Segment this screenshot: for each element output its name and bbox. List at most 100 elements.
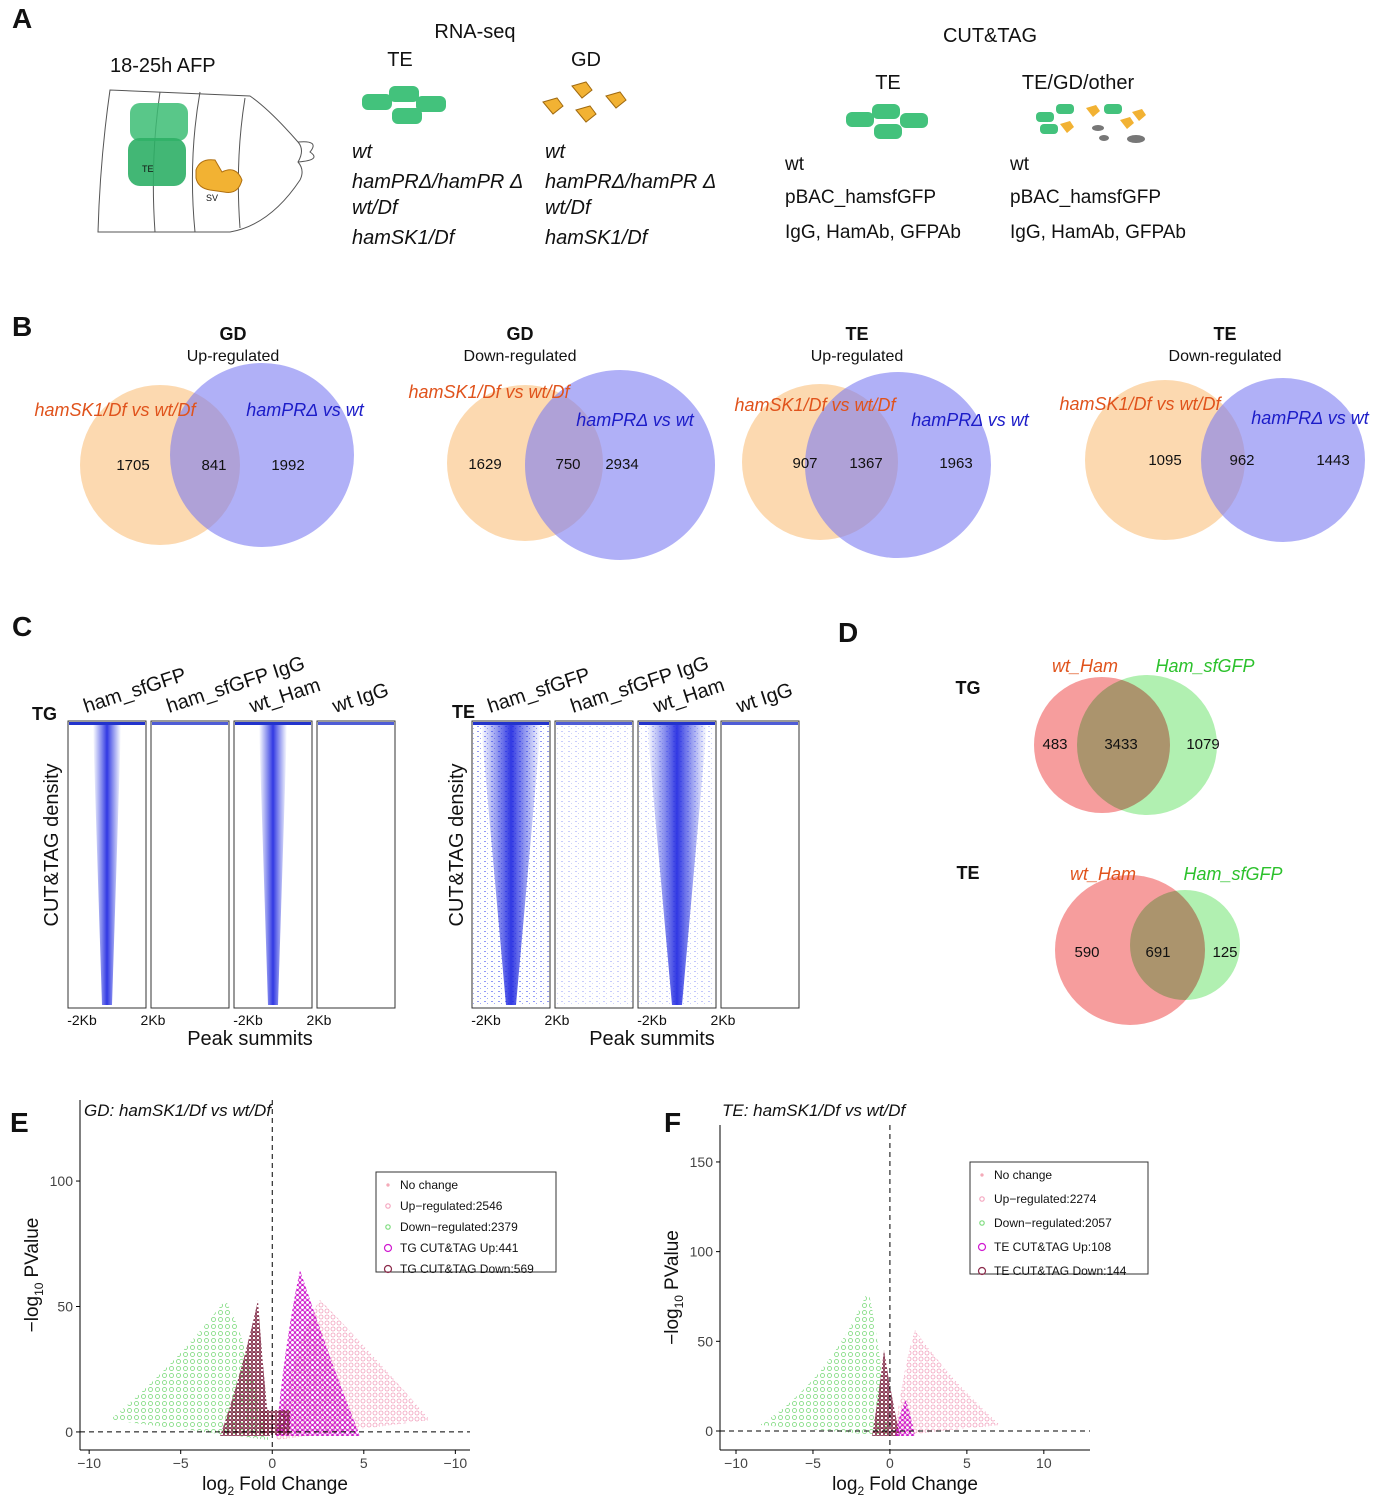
genotype: wt/Df	[545, 197, 593, 219]
venn-count: 483	[1042, 736, 1067, 753]
rnaseq-gd-genotypes: wt hamPRΔ/hamPR Δ wt/Df hamSK1/Df	[545, 141, 716, 249]
x-tick-label: −10	[724, 1455, 748, 1471]
venn: TE Down-regulated hamSK1/Df vs wt/Df hamPRΔ…	[1059, 324, 1370, 542]
venn-count: 1079	[1186, 736, 1219, 753]
heatmap-speckle	[556, 725, 632, 1006]
venn-circle	[1077, 675, 1217, 815]
venn: GD Down-regulated hamSK1/Df vs wt/DfhamPRΔ…	[408, 324, 715, 560]
label-part: log	[202, 1474, 227, 1495]
venn-title: GD	[507, 324, 534, 344]
y-tick-label: 0	[705, 1423, 713, 1439]
label-part: −log	[662, 1308, 683, 1344]
legend-symbol	[383, 1264, 393, 1274]
venn-count: 2934	[605, 456, 638, 473]
legend-box	[375, 1171, 557, 1273]
venn-count: 841	[201, 457, 226, 474]
x-tick-label: 5	[963, 1455, 971, 1471]
genotype: hamSK1/Df	[545, 227, 650, 249]
set-name: hamSK1/Df vs wt/Df	[734, 395, 897, 415]
panel-a: A 18-25h AFP TE SV RNA-seq TE GD wt hamP…	[12, 3, 1186, 249]
set-name: hamPRΔ vs wt	[1251, 408, 1369, 428]
x-tick-label: −10	[443, 1455, 467, 1471]
venn-count: 1367	[849, 455, 882, 472]
label-part: PValue	[22, 1218, 43, 1278]
venn-circle	[1201, 378, 1365, 542]
cuttag-mix: TE/GD/other	[1022, 72, 1135, 94]
legend-label: No change	[994, 1168, 1052, 1182]
y-tick-label: 150	[690, 1154, 714, 1170]
venn-circle	[805, 372, 991, 558]
y-axis-label: CUT&TAG density	[41, 764, 63, 927]
set-name: wt_Ham	[1052, 656, 1118, 676]
set-name: hamPRΔ vs wt	[576, 410, 694, 430]
venn-count: 1705	[116, 457, 149, 474]
venn-title: TE	[1213, 324, 1236, 344]
rnaseq-te-genotypes: wt hamPRΔ/hamPR Δ wt/Df hamSK1/Df	[352, 141, 523, 249]
gd-cells	[542, 81, 627, 123]
x-tick-label: -2Kb	[637, 1012, 667, 1028]
y-axis-label: CUT&TAG density	[446, 764, 468, 927]
venn-subtitle: Down-regulated	[1169, 348, 1282, 365]
legend-label: Up−regulated:2274	[994, 1192, 1097, 1206]
cuttag-line: pBAC_hamsfGFP	[1010, 187, 1161, 208]
cuttag-line: pBAC_hamsfGFP	[785, 187, 936, 208]
legend-label: No change	[400, 1178, 458, 1192]
y-tick-label: 50	[57, 1298, 73, 1314]
venn-count: 750	[555, 456, 580, 473]
venn-count: 1629	[468, 456, 501, 473]
plot-title: TE: hamSK1/Df vs wt/Df	[722, 1101, 908, 1120]
legend-symbol	[979, 1196, 985, 1202]
venn-subtitle: Up-regulated	[811, 348, 904, 365]
rnaseq-title: RNA-seq	[434, 21, 515, 43]
heatmap	[150, 720, 230, 1009]
x-axis-label: Peak summits	[187, 1028, 313, 1050]
genotype: hamPRΔ/hamPR Δ	[352, 171, 523, 193]
x-axis-label: Peak summits	[589, 1028, 715, 1050]
panel-label: D	[838, 617, 858, 648]
heatmap-top	[639, 722, 715, 725]
venn-count: 962	[1229, 452, 1254, 469]
panel-label: C	[12, 611, 32, 642]
venn-count: 590	[1074, 944, 1099, 961]
legend-label: TG CUT&TAG Up:441	[400, 1241, 519, 1255]
cuttag-line: IgG, HamAb, GFPAb	[1010, 222, 1186, 243]
heatmap-signal	[93, 725, 121, 1005]
label-part: 10	[672, 1295, 686, 1309]
te-mark: TE	[142, 164, 154, 174]
point-cloud	[110, 1270, 430, 1440]
cuttag-te-lines: wt pBAC_hamsfGFP IgG, HamAb, GFPAb	[784, 154, 961, 243]
set-name: Ham_sfGFP	[1155, 656, 1254, 676]
venn-circle	[525, 370, 715, 560]
legend-symbol	[383, 1243, 393, 1253]
panel-label: F	[664, 1107, 681, 1138]
label-part: PValue	[662, 1230, 683, 1290]
venn: TE wt_Ham Ham_sfGFP 590 691 125	[956, 863, 1283, 1025]
heatmap	[316, 720, 396, 1009]
cuttag-mix-lines: wt pBAC_hamsfGFP IgG, HamAb, GFPAb	[1009, 154, 1186, 243]
x-tick-label: 0	[268, 1455, 276, 1471]
set-name: wt_Ham	[1070, 864, 1136, 884]
label-part: 10	[32, 1282, 46, 1296]
genotype: wt	[352, 141, 373, 163]
panel-label: A	[12, 3, 32, 34]
heatmap-signal	[259, 725, 287, 1005]
volcano-plot: GD: hamSK1/Df vs wt/Df−10 −5 0 5 −10050100lo…	[22, 1100, 557, 1498]
x-tick-label: 2Kb	[307, 1012, 332, 1028]
x-tick-label: -2Kb	[471, 1012, 501, 1028]
y-axis-label: −log10 PValue	[22, 1218, 46, 1333]
x-tick-label: −10	[77, 1455, 101, 1471]
plot-title: GD: hamSK1/Df vs wt/Df	[84, 1101, 273, 1120]
y-tick-label: 0	[65, 1424, 73, 1440]
legend-symbol	[386, 1183, 390, 1187]
set-name: hamSK1/Df vs wt/Df	[1059, 394, 1222, 414]
heatmap-top	[235, 722, 311, 725]
label-part: 2	[227, 1484, 234, 1498]
point-cloud	[760, 1290, 1000, 1436]
x-tick-label: 2Kb	[141, 1012, 166, 1028]
set-name: hamSK1/Df vs wt/Df	[408, 382, 571, 402]
venn-count: 1443	[1316, 452, 1349, 469]
y-tick-label: 100	[50, 1173, 74, 1189]
cuttag-line: wt	[1009, 154, 1030, 175]
